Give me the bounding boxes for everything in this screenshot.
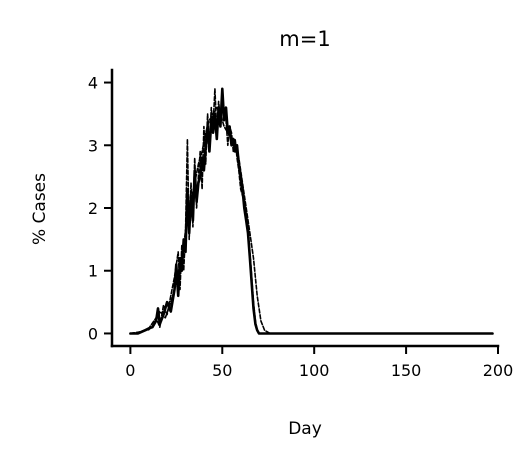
x-axis-label: Day [288,419,322,439]
x-tick-label: 150 [391,361,422,380]
y-tick-label: 4 [88,74,98,93]
y-tick-label: 3 [88,136,98,155]
series-layer [129,87,494,335]
y-tick-label: 1 [88,262,98,281]
series-line-1 [129,87,494,335]
x-tick-label: 100 [299,361,330,380]
y-tick-label: 0 [88,324,98,343]
x-tick-label: 200 [483,361,514,380]
x-tick-label: 0 [125,361,135,380]
series-line-2 [129,88,494,335]
series-line-3 [129,106,494,335]
y-tick-label: 2 [88,199,98,218]
y-ticks: 0 1 2 3 4 [88,74,112,343]
chart-title: m=1 [279,27,330,51]
x-tick-label: 50 [212,361,232,380]
x-ticks: 0 50 100 150 200 [125,346,513,380]
y-axis-label: % Cases [30,173,50,245]
